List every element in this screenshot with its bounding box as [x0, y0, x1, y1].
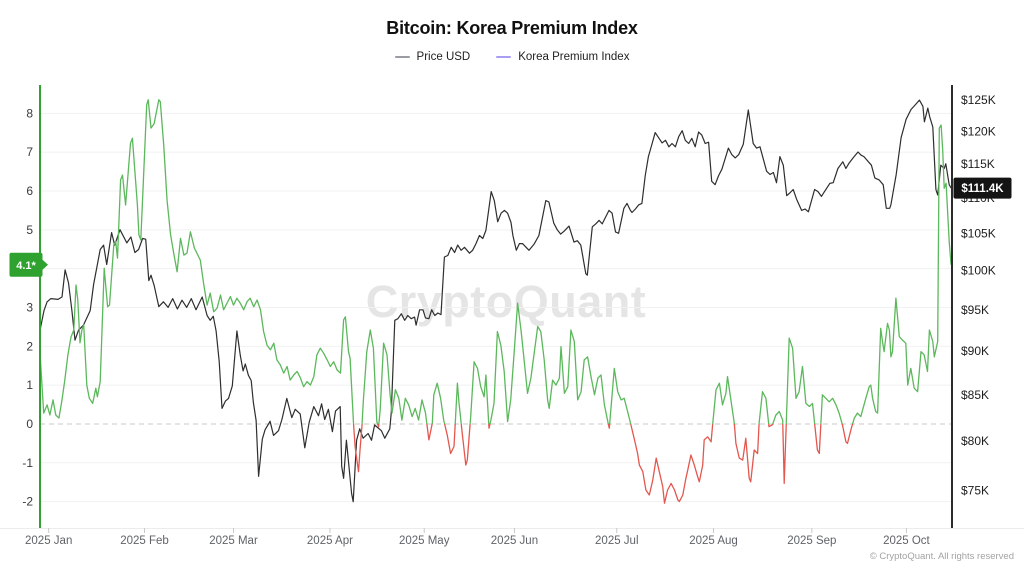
copyright-notice: © CryptoQuant. All rights reserved	[869, 551, 1014, 562]
legend-item-korea-premium[interactable]: Korea Premium Index	[496, 51, 629, 63]
x-tick-label: 2025 Feb	[120, 535, 169, 547]
x-tick-label: 2025 Jul	[595, 535, 638, 547]
legend: Price USD Korea Premium Index	[0, 51, 1024, 63]
legend-item-price-usd[interactable]: Price USD	[394, 51, 471, 63]
right-tick-label: $100K	[961, 264, 996, 278]
x-tick-label: 2025 Mar	[209, 535, 258, 547]
right-tick-label: $120K	[961, 124, 996, 138]
premium-current-value-badge: 4.1*	[9, 252, 48, 277]
x-tick-label: 2025 Apr	[307, 535, 353, 547]
price-line-swatch-icon	[394, 56, 410, 58]
price-current-value-badge: $111.4K	[953, 177, 1012, 199]
left-tick-label: 1	[26, 378, 33, 392]
x-tick-label: 2025 May	[399, 535, 450, 547]
x-tick-label: 2025 Jun	[491, 535, 538, 547]
right-tick-label: $75K	[961, 483, 989, 497]
left-tick-label: 0	[26, 417, 33, 431]
right-tick-label: $95K	[961, 303, 989, 317]
premium-line-swatch-icon	[496, 56, 512, 58]
left-tick-label: -1	[22, 456, 33, 470]
x-axis-labels: 2025 Jan 2025 Feb 2025 Mar 2025 Apr 2025 May…	[25, 528, 931, 547]
right-tick-label: $85K	[961, 388, 989, 402]
chart-title: Bitcoin: Korea Premium Index	[386, 18, 638, 38]
right-tick-label: $90K	[961, 344, 989, 358]
left-tick-label: 3	[26, 300, 33, 314]
right-tick-label: $105K	[961, 226, 996, 240]
right-axis-labels: $125K$120K$115K$110K$105K$100K$95K$90K$8…	[961, 93, 996, 497]
legend-label-korea-premium: Korea Premium Index	[518, 51, 630, 63]
left-tick-label: 8	[26, 106, 33, 120]
right-tick-label: $125K	[961, 93, 996, 107]
svg-text:$111.4K: $111.4K	[961, 183, 1004, 195]
korea-premium-line-positive	[40, 99, 952, 424]
left-axis-labels: -2-1012345678	[22, 106, 33, 508]
svg-text:4.1*: 4.1*	[16, 260, 36, 272]
right-tick-label: $115K	[961, 157, 995, 171]
left-tick-label: -2	[22, 495, 33, 509]
x-tick-label: 2025 Jan	[25, 535, 72, 547]
legend-label-price-usd: Price USD	[416, 51, 471, 63]
price-usd-line	[39, 99, 952, 503]
x-tick-label: 2025 Oct	[883, 535, 930, 547]
right-tick-label: $80K	[961, 434, 989, 448]
x-tick-label: 2025 Aug	[689, 535, 738, 547]
korea-premium-line-negative	[352, 423, 854, 504]
left-tick-label: 2	[26, 339, 33, 353]
gridlines	[40, 112, 952, 503]
x-tick-label: 2025 Sep	[787, 535, 836, 547]
left-tick-label: 5	[26, 223, 33, 237]
left-tick-label: 7	[26, 145, 33, 159]
left-tick-label: 6	[26, 184, 33, 198]
